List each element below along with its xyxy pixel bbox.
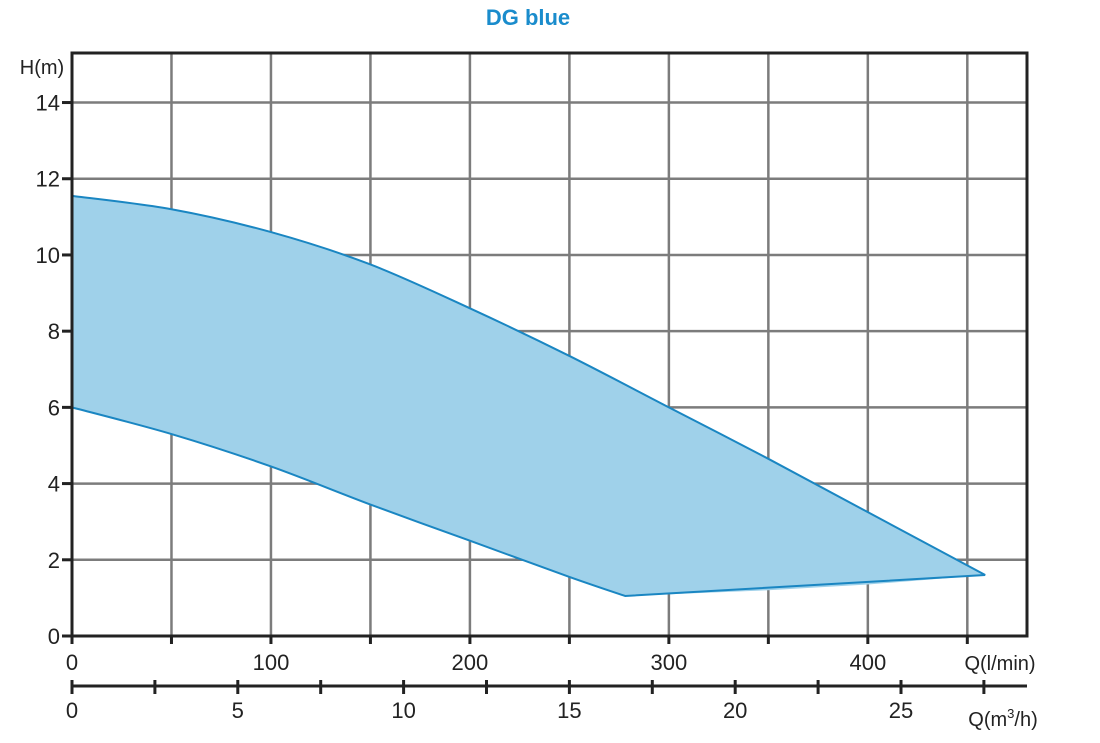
x-tick-label: 400 — [849, 650, 886, 675]
y-tick-label: 4 — [48, 472, 60, 497]
area-fill — [72, 195, 986, 596]
y-tick-label: 6 — [48, 395, 60, 420]
x2-tick-label: 15 — [557, 698, 581, 723]
x2-tick-label: 20 — [723, 698, 747, 723]
x-tick-label: 200 — [452, 650, 489, 675]
tick-labels: 0 2 4 6 8 10 12 14 0 100 200 300 400 0 5 10 15 20 25 — [36, 91, 914, 723]
x2-axis-label: Q(m3/h) — [968, 706, 1037, 731]
chart-title: DG blue — [486, 5, 570, 30]
y-tick-label: 10 — [36, 243, 60, 268]
y-tick-label: 12 — [36, 167, 60, 192]
x2-tick-label: 25 — [889, 698, 913, 723]
x-tick-label: 100 — [253, 650, 290, 675]
x-tick-label: 0 — [66, 650, 78, 675]
y-tick-label: 8 — [48, 319, 60, 344]
y-tick-label: 0 — [48, 624, 60, 649]
upper-curve — [71, 194, 986, 576]
x2-tick-label: 0 — [66, 698, 78, 723]
axes — [62, 51, 1029, 694]
x2-tick-label: 5 — [232, 698, 244, 723]
y-tick-label: 14 — [36, 91, 60, 116]
x-tick-label: 300 — [651, 650, 688, 675]
x-axis-label: Q(l/min) — [964, 653, 1035, 675]
y-tick-label: 2 — [48, 548, 60, 573]
lower-curve — [71, 406, 986, 597]
y-axis-label: H(m) — [20, 57, 64, 79]
x2-tick-label: 10 — [391, 698, 415, 723]
plot-frame — [70, 51, 1029, 638]
